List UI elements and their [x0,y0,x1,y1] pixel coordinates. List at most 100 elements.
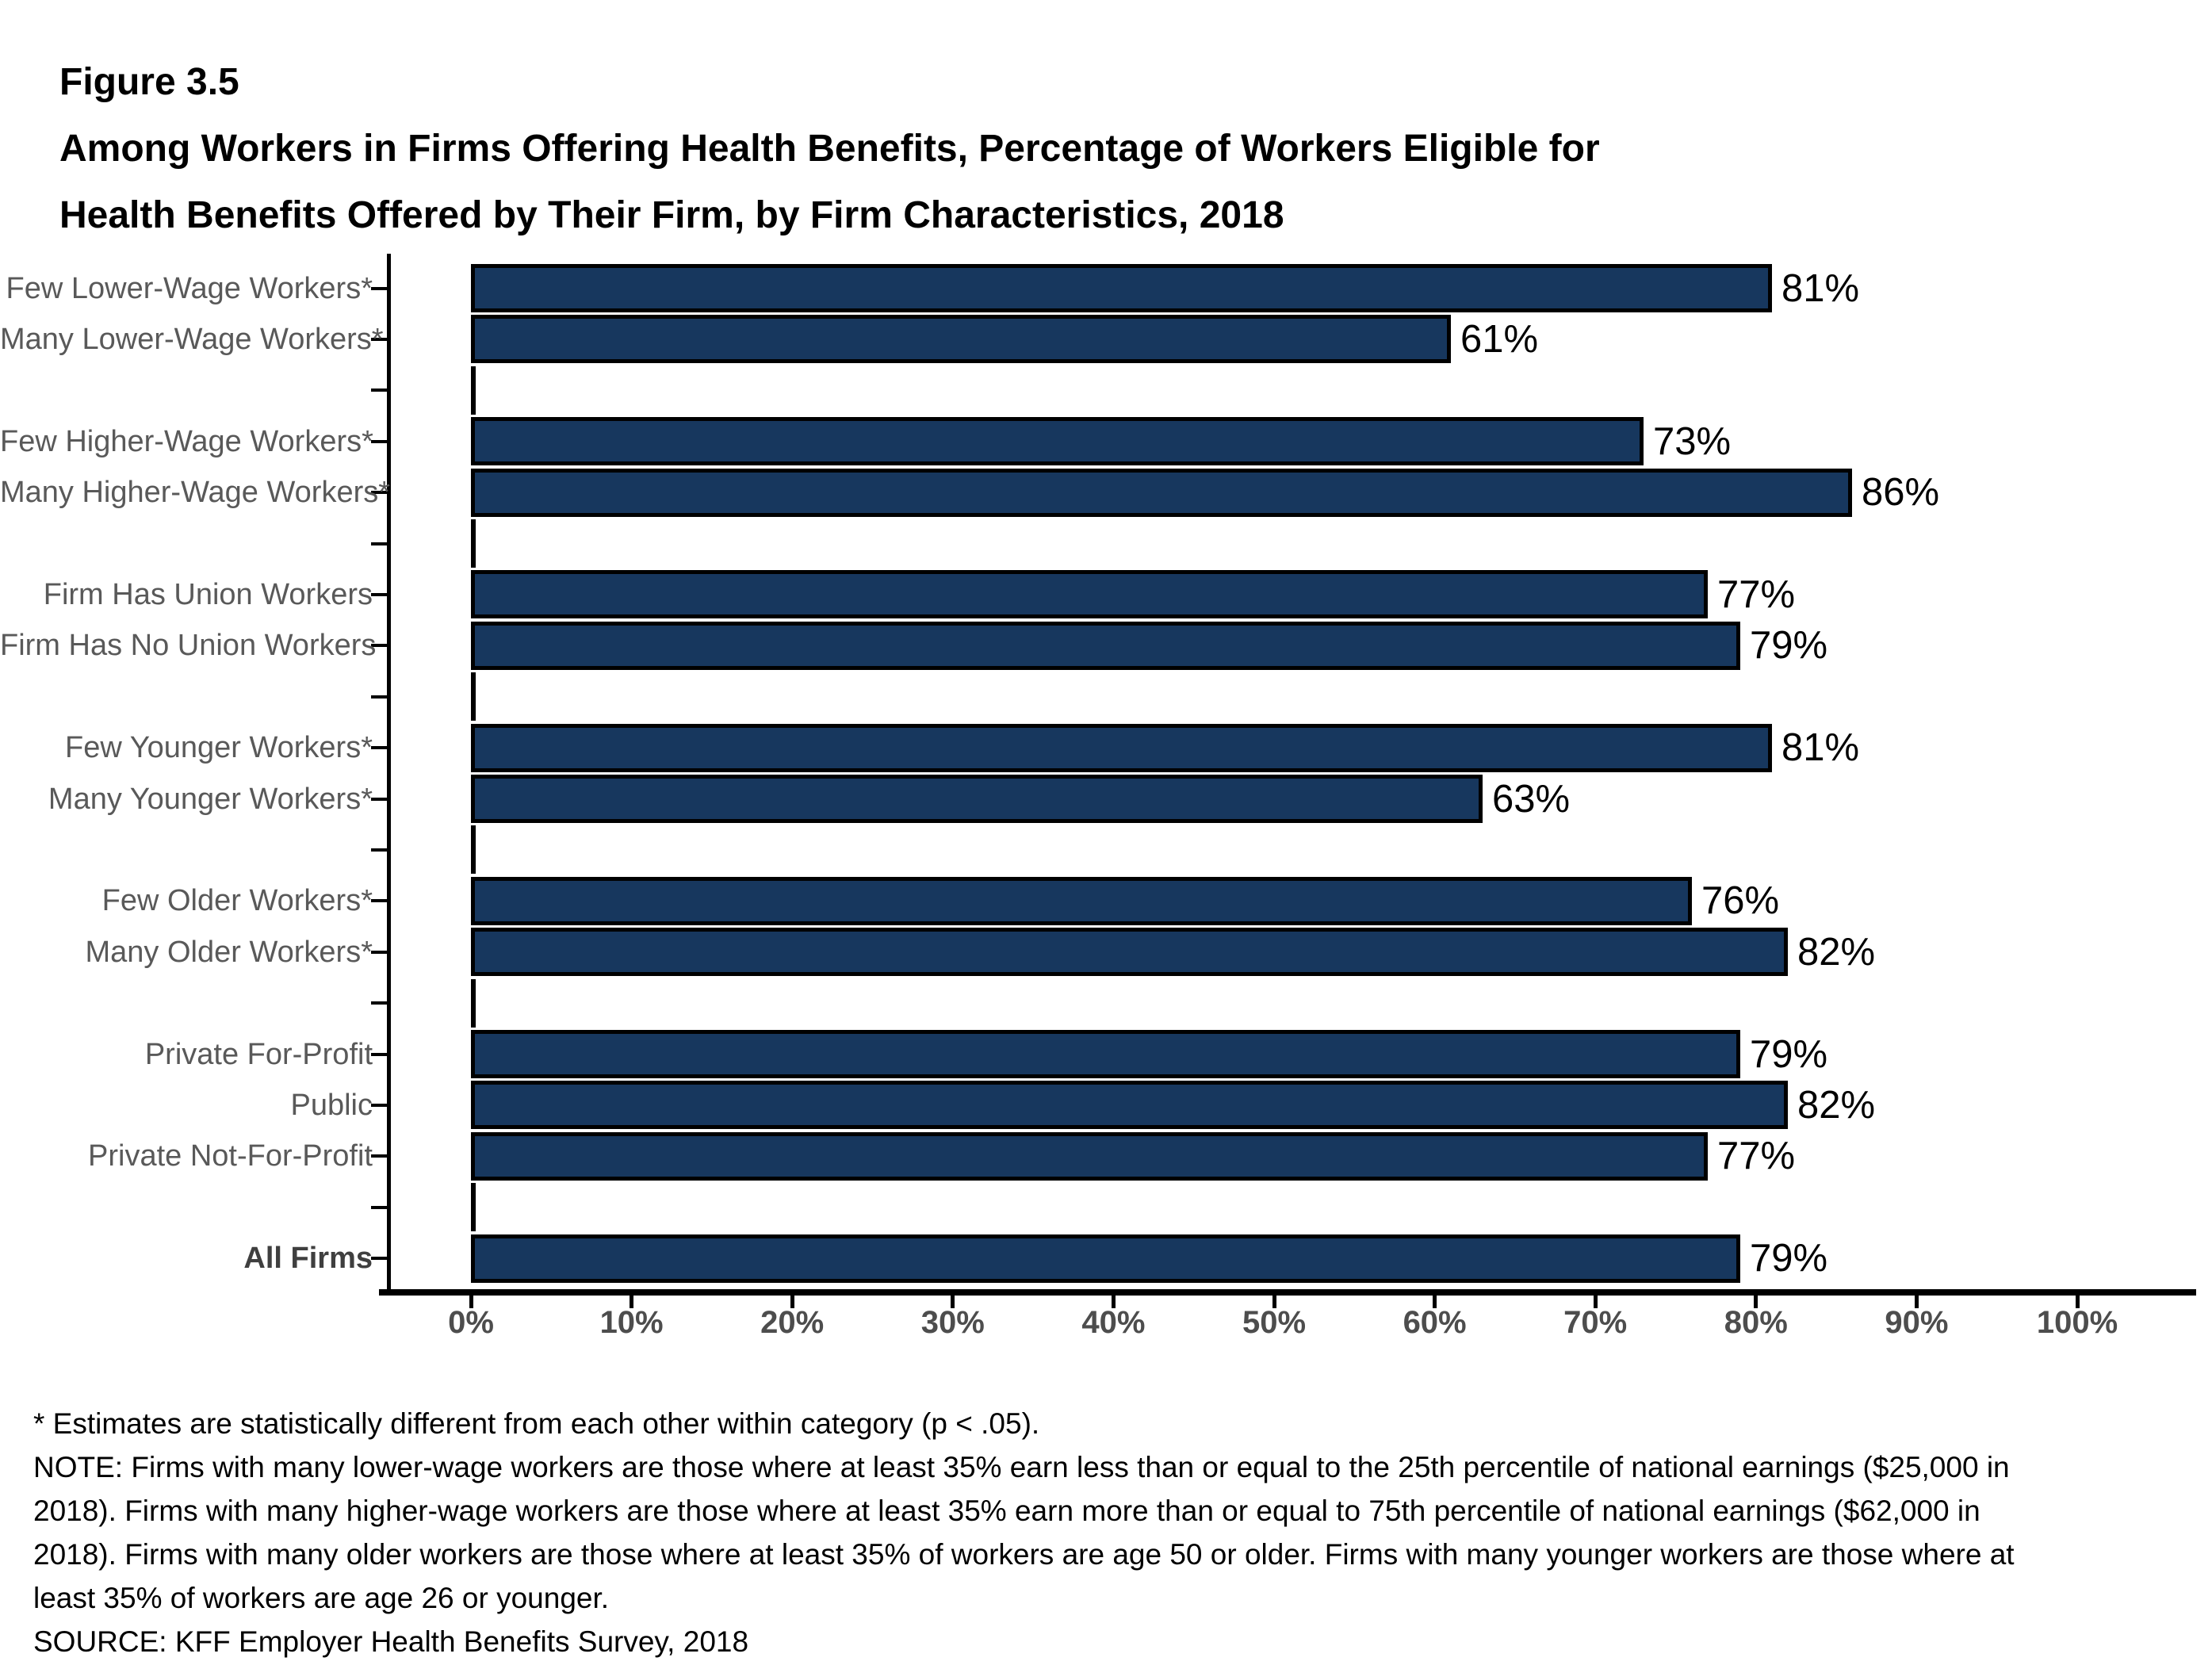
value-label: 61% [1460,317,1539,361]
zero-bar [471,519,476,568]
chart-title-line2: Health Benefits Offered by Their Firm, b… [59,194,1284,236]
bar [471,928,1788,976]
bar [471,622,1740,670]
x-axis-tick-label: 80% [1724,1305,1788,1340]
x-axis-tick [1272,1296,1276,1308]
footnote-note-line1: NOTE: Firms with many lower-wage workers… [33,1451,2010,1483]
category-label: Many Lower-Wage Workers* [0,322,384,356]
y-axis-tick [371,797,387,801]
x-axis-tick [1111,1296,1116,1308]
y-axis-tick [371,592,387,596]
value-label: 82% [1797,930,1876,974]
y-axis-tick [371,388,387,392]
bar [471,315,1451,363]
bar [471,264,1772,312]
category-label: Private Not-For-Profit [88,1139,373,1173]
value-label: 81% [1781,266,1860,310]
x-axis-tick [1593,1296,1598,1308]
y-axis-tick [371,337,387,341]
y-axis-tick [371,695,387,699]
x-axis-tick-label: 20% [760,1305,825,1340]
zero-bar [471,672,476,721]
zero-bar [471,366,476,415]
footnote-source: SOURCE: KFF Employer Health Benefits Sur… [33,1625,749,1658]
y-axis-tick [371,542,387,545]
y-axis-tick [371,1103,387,1107]
figure-number: Figure 3.5 [59,61,239,103]
x-axis-tick-label: 60% [1403,1305,1467,1340]
bar [471,1081,1788,1129]
x-axis-tick [1914,1296,1919,1308]
bar [471,1132,1708,1181]
x-axis-tick [1433,1296,1437,1308]
bar [471,417,1644,465]
x-axis-tick-label: 100% [2036,1305,2118,1340]
bar [471,469,1852,517]
zero-bar [471,825,476,874]
x-axis-tick [469,1296,473,1308]
category-label: Firm Has No Union Workers [0,629,377,663]
bar [471,1234,1740,1283]
footnote-note-line2: 2018). Firms with many higher-wage worke… [33,1495,1980,1527]
category-label: Firm Has Union Workers [43,577,373,611]
footnote-note-line3: 2018). Firms with many older workers are… [33,1538,2015,1571]
x-axis-tick [1754,1296,1759,1308]
category-label: Many Younger Workers* [48,782,373,816]
y-axis-tick [371,1154,387,1158]
y-axis-tick [371,1257,387,1261]
y-axis-tick [371,899,387,903]
value-label: 73% [1653,419,1732,463]
y-axis-tick [371,491,387,495]
x-axis-tick [2075,1296,2080,1308]
x-axis-tick-label: 90% [1885,1305,1949,1340]
bar [471,724,1772,772]
value-label: 82% [1797,1083,1876,1127]
x-axis-tick-label: 30% [920,1305,985,1340]
x-axis-tick-label: 50% [1242,1305,1307,1340]
y-axis-tick [371,1001,387,1005]
x-axis-tick [951,1296,955,1308]
category-label: Public [290,1088,373,1122]
value-label: 77% [1717,572,1796,616]
x-axis-tick-label: 0% [448,1305,494,1340]
value-label: 76% [1701,879,1780,923]
y-axis-tick [371,1205,387,1209]
value-label: 77% [1717,1135,1796,1178]
y-axis-tick [371,644,387,648]
x-axis-tick [790,1296,794,1308]
x-axis-tick-label: 40% [1081,1305,1146,1340]
x-axis-tick-label: 70% [1563,1305,1628,1340]
category-label: Few Younger Workers* [65,731,373,765]
x-axis-line [379,1289,2196,1296]
x-axis-tick [630,1296,634,1308]
x-axis-tick-label: 10% [599,1305,664,1340]
category-label: Few Higher-Wage Workers* [0,424,373,458]
bar [471,877,1692,925]
bar [471,570,1708,618]
zero-bar [471,1183,476,1231]
zero-bar [471,979,476,1028]
value-label: 79% [1750,1032,1828,1076]
category-label: Private For-Profit [144,1037,373,1071]
y-axis-tick [371,848,387,852]
y-axis-tick [371,439,387,443]
value-label: 86% [1862,471,1940,515]
category-label: All Firms [243,1242,373,1276]
category-label: Few Lower-Wage Workers* [6,271,373,305]
y-axis-tick [371,950,387,954]
y-axis-tick [371,286,387,290]
category-label: Few Older Workers* [101,884,373,918]
category-label: Many Older Workers* [85,935,373,969]
bar [471,1030,1740,1078]
value-label: 79% [1750,624,1828,668]
chart-title-line1: Among Workers in Firms Offering Health B… [59,128,1600,170]
value-label: 63% [1492,777,1571,821]
y-axis-tick [371,1052,387,1056]
value-label: 81% [1781,726,1860,770]
y-axis-tick [371,746,387,750]
value-label: 79% [1750,1237,1828,1280]
category-label: Many Higher-Wage Workers* [0,476,391,510]
footnote-note-line4: least 35% of workers are age 26 or young… [33,1582,610,1614]
footnote-asterisk: * Estimates are statistically different … [33,1407,1040,1440]
